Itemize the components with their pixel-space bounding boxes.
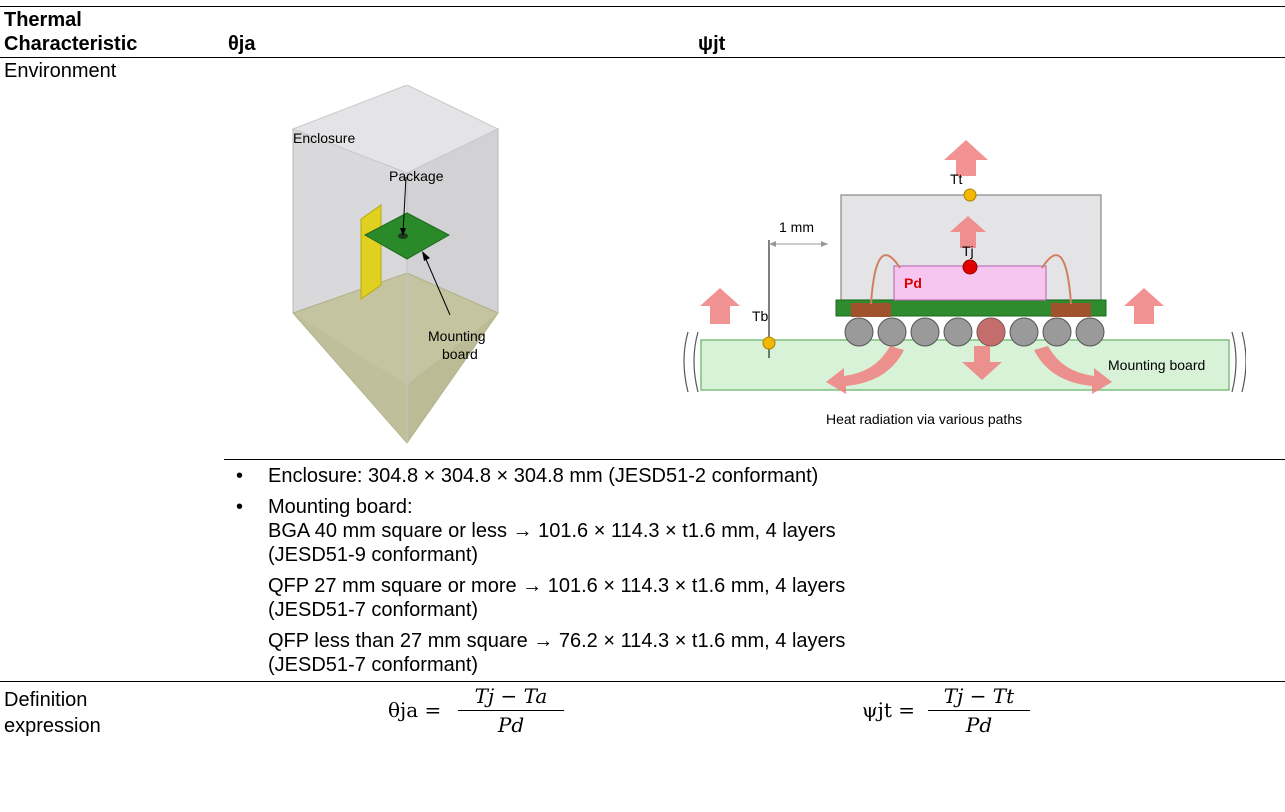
bullet-icon: • (236, 496, 244, 518)
heat-arrow-icon (700, 140, 1164, 394)
package-label: Package (389, 168, 444, 184)
enclosure-label: Enclosure (293, 130, 355, 146)
tt-label: Tt (950, 171, 963, 187)
tj-label: Tj (962, 243, 974, 259)
theta-ja-lhs: θja = (388, 698, 442, 722)
table-top-rule (0, 6, 1285, 7)
psi-jt-formula: ψjt = Tj − Tt Pd (862, 682, 1102, 748)
temperature-point-icon-tt (963, 188, 977, 202)
row-label-environment: Environment (4, 60, 117, 82)
theta-ja-fraction: Tj − Ta Pd (458, 684, 564, 737)
mounting-board-label: Mounting board (1108, 357, 1205, 373)
theta-ja-denominator: Pd (497, 713, 525, 737)
psi-jt-fraction: Tj − Tt Pd (928, 684, 1030, 737)
theta-ja-numerator: Tj − Ta (474, 684, 548, 708)
row-label-expression: expression (4, 715, 101, 737)
temperature-point-icon-tb (762, 336, 776, 350)
header-bottom-rule (0, 57, 1285, 58)
package-section-figure: 1 mm Tt Tj Tb Pd Mounting board Heat rad… (683, 140, 1246, 427)
row-label-definition: Definition (4, 689, 88, 711)
pd-label: Pd (904, 275, 922, 291)
spec-bga-conformance: (JESD51-9 conformant) (268, 544, 479, 566)
bullet-icon: • (236, 465, 244, 487)
header-col1-line1: Thermal (4, 9, 82, 31)
spec-qfp-large: QFP 27 mm square or more → 101.6 × 114.3… (268, 575, 846, 597)
yellow-board-icon (360, 204, 382, 300)
header-psi-jt: ψjt (698, 33, 726, 55)
bullet-enclosure-text: Enclosure: 304.8 × 304.8 × 304.8 mm (JES… (268, 465, 819, 487)
psi-jt-numerator: Tj − Tt (943, 684, 1015, 708)
distance-label: 1 mm (779, 219, 814, 235)
psi-jt-denominator: Pd (965, 713, 993, 737)
figure-separator-rule (224, 459, 1285, 460)
mounting-label-board: board (442, 346, 478, 362)
header-theta-ja: θja (228, 33, 256, 55)
spec-qfp-small-conformance: (JESD51-7 conformant) (268, 654, 479, 676)
tb-label: Tb (752, 308, 769, 324)
mounting-label: Mounting (428, 328, 486, 344)
fraction-bar (928, 710, 1030, 711)
psi-jt-lhs: ψjt = (862, 698, 916, 722)
spec-qfp-small: QFP less than 27 mm square → 76.2 × 114.… (268, 630, 846, 652)
definition-top-rule (0, 681, 1285, 682)
fraction-bar (458, 710, 564, 711)
spec-bga: BGA 40 mm square or less → 101.6 × 114.3… (268, 520, 836, 542)
theta-ja-formula: θja = Tj − Ta Pd (388, 682, 628, 748)
header-col1-line2: Characteristic (4, 33, 138, 55)
temperature-point-icon-tj (962, 259, 978, 275)
enclosure-figure: Enclosure Package Mounting board (291, 85, 500, 444)
bullet-mounting-text: Mounting board: (268, 496, 413, 518)
heat-caption: Heat radiation via various paths (826, 411, 1022, 427)
spec-qfp-large-conformance: (JESD51-7 conformant) (268, 599, 479, 621)
